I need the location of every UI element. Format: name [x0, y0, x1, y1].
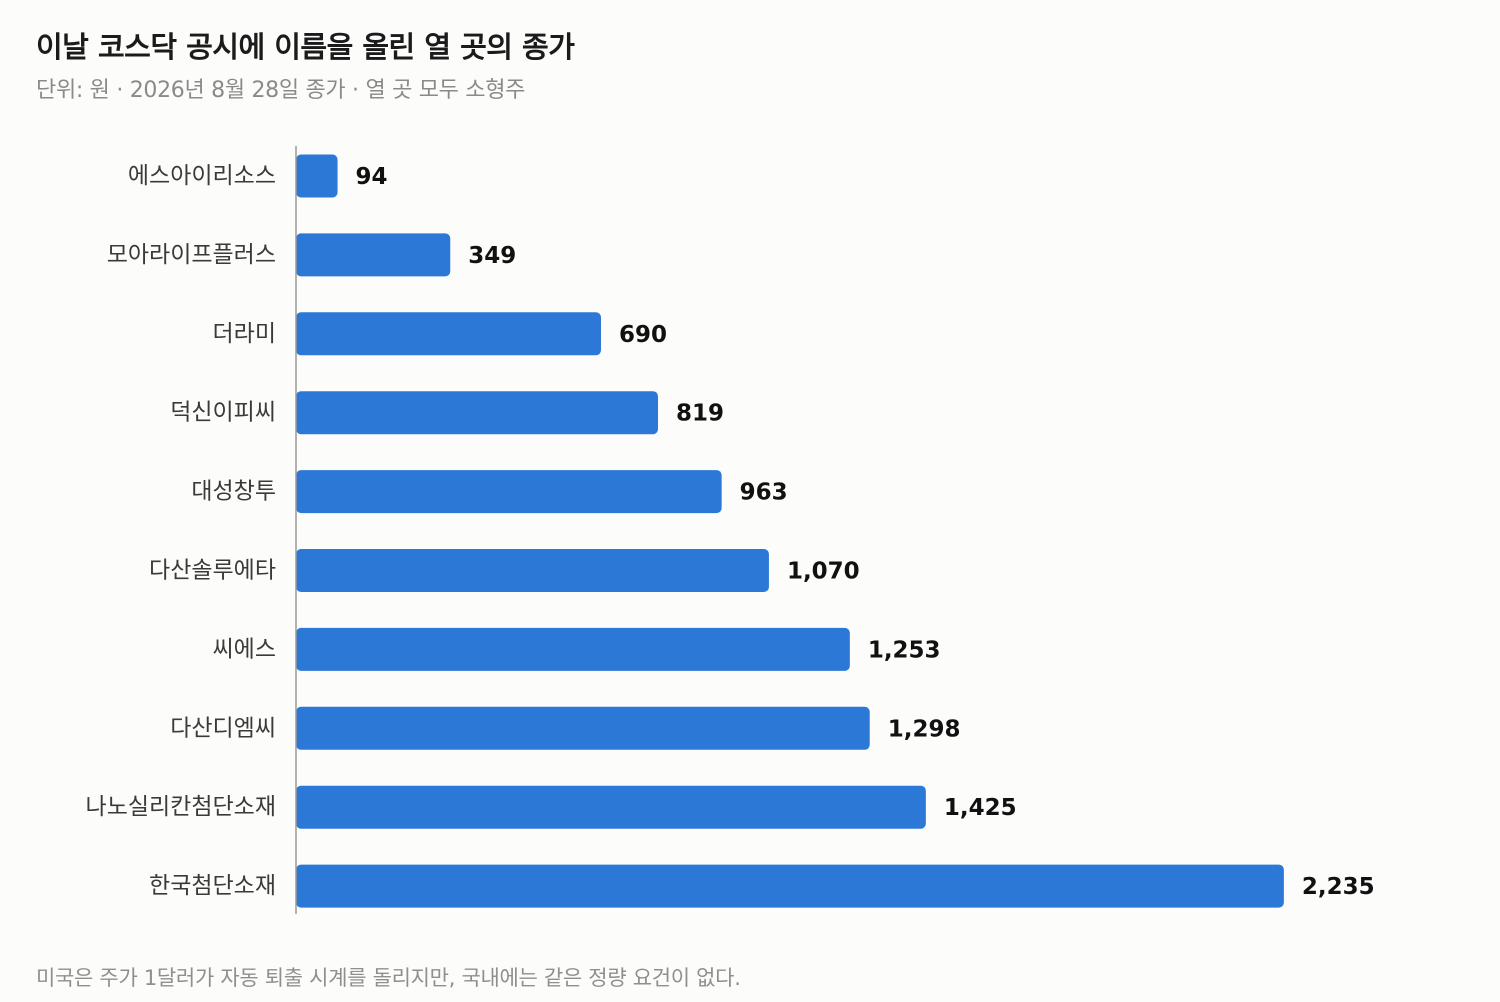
bar-10: [296, 864, 1284, 908]
bar-4: [296, 391, 658, 435]
value-label: 963: [740, 480, 788, 506]
category-label: 씨에스: [213, 636, 276, 662]
bar-6: [296, 549, 769, 592]
bar-1: [296, 154, 338, 198]
bar-7: [296, 627, 850, 671]
bars-group: 에스아이리소스 94 모아라이프플러스 349 더라미 690 덕신이피씨 819 대성창투 96…: [86, 154, 1375, 908]
chart-subtitle: 단위: 원 · 2026년 8월 28일 종가 · 열 곳 모두 소형주: [36, 78, 526, 103]
category-label: 나노실리칸첨단소재: [86, 794, 276, 820]
bar-2: [296, 233, 451, 277]
bar-3: [296, 312, 601, 356]
value-label: 690: [619, 322, 667, 348]
category-label: 대성창투: [191, 479, 276, 505]
bar-8: [296, 706, 870, 750]
category-label: 덕신이피씨: [170, 400, 276, 426]
value-label: 1,253: [868, 637, 941, 663]
value-label: 94: [356, 164, 388, 190]
category-label: 다산솔루에타: [149, 558, 276, 584]
category-label: 더라미: [213, 321, 276, 347]
value-label: 1,298: [888, 716, 961, 742]
bar-5: [296, 470, 722, 514]
value-label: 1,070: [787, 559, 860, 585]
value-label: 819: [676, 401, 724, 427]
value-label: 1,425: [944, 795, 1017, 821]
category-label: 다산디엠씨: [170, 715, 276, 741]
footnote: 미국은 주가 1달러가 자동 퇴출 시계를 돌리지만, 국내에는 같은 정량 요…: [36, 966, 741, 990]
category-label: 에스아이리소스: [128, 163, 276, 189]
category-label: 한국첨단소재: [149, 873, 276, 899]
category-label: 모아라이프플러스: [107, 242, 276, 268]
value-label: 349: [468, 243, 516, 269]
chart-title: 이날 코스닥 공시에 이름을 올린 열 곳의 종가: [36, 30, 575, 64]
bar-9: [296, 785, 926, 829]
value-label: 2,235: [1302, 874, 1375, 900]
